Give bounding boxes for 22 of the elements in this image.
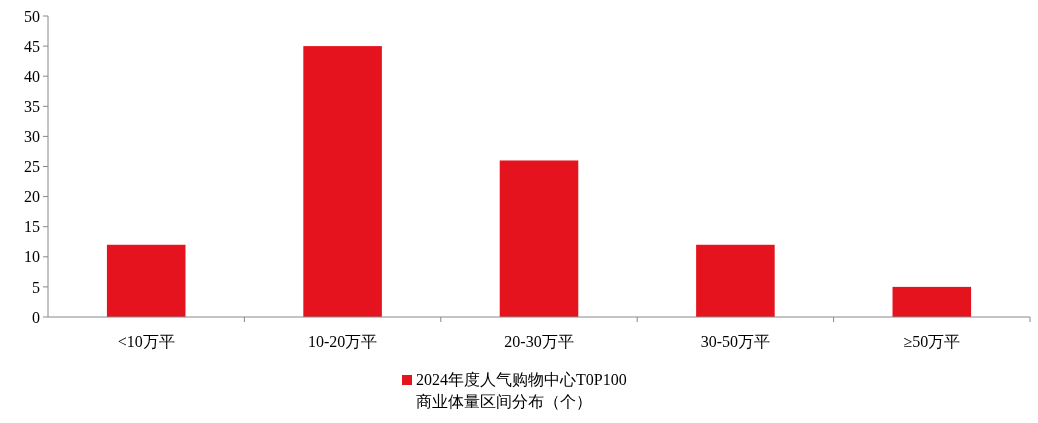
bar: [499, 160, 579, 317]
bar: [303, 46, 382, 317]
y-tick-label: 40: [24, 67, 40, 85]
y-tick-label: 25: [24, 158, 40, 176]
bar: [696, 244, 775, 317]
y-tick-label: 0: [32, 308, 40, 326]
x-tick-label: 10-20万平: [307, 333, 378, 350]
x-tick-label: 20-30万平: [504, 333, 574, 350]
x-tick-label: <10万平: [117, 333, 175, 350]
legend-label: 2024年度人气购物中心T0P100 商业体量区间分布（个）: [416, 371, 627, 410]
y-tick-label: 35: [24, 97, 40, 115]
y-tick-label: 30: [24, 128, 40, 145]
y-tick-label: 50: [24, 7, 40, 25]
y-tick-label: 10: [24, 248, 40, 266]
y-tick-label: 45: [24, 37, 40, 55]
bar: [892, 286, 972, 317]
y-tick-label: 15: [24, 218, 40, 236]
x-tick-label: 30-50万平: [700, 333, 771, 350]
y-tick-label: 20: [24, 188, 40, 206]
x-tick-label: ≥50万平: [903, 333, 961, 350]
y-tick-label: 5: [32, 278, 40, 296]
bar: [106, 244, 186, 317]
